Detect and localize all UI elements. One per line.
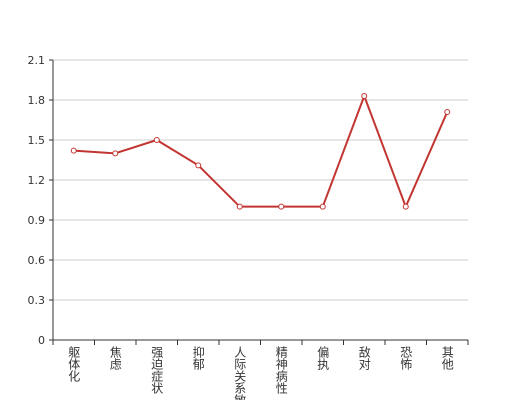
x-tick-label: 人际关系敏感 xyxy=(233,346,247,400)
point xyxy=(70,147,77,154)
x-tick-label: 其他 xyxy=(440,346,454,370)
line xyxy=(73,93,449,210)
x-tick-label: 精神病性 xyxy=(274,346,288,395)
y-tick-label: 0.6 xyxy=(28,254,46,267)
y-tick-label: 2.1 xyxy=(28,54,46,67)
point xyxy=(361,93,368,99)
point xyxy=(195,162,202,169)
x-tick-label: 躯体化 xyxy=(67,345,81,383)
y-tick-label: 1.8 xyxy=(28,94,46,107)
point xyxy=(444,109,451,115)
y-tick-label: 1.2 xyxy=(28,174,46,187)
y-tick-label: 0.9 xyxy=(28,214,46,227)
point xyxy=(112,150,119,157)
point xyxy=(278,203,285,210)
x-tick-label: 强迫症状 xyxy=(150,346,164,394)
y-tick-label: 0 xyxy=(38,334,45,347)
point xyxy=(236,203,243,210)
point xyxy=(402,203,409,210)
y-tick-label: 0.3 xyxy=(28,294,46,307)
x-tick-label: 抑郁 xyxy=(191,345,205,371)
x-tick-label: 敌对 xyxy=(357,345,371,370)
point xyxy=(153,137,160,143)
x-tick-label: 焦虑 xyxy=(108,346,122,370)
point xyxy=(319,203,326,210)
y-tick-label: 1.5 xyxy=(28,134,46,147)
x-tick-label: 偏执 xyxy=(316,345,330,371)
x-tick-label: 恐怖 xyxy=(399,346,413,370)
